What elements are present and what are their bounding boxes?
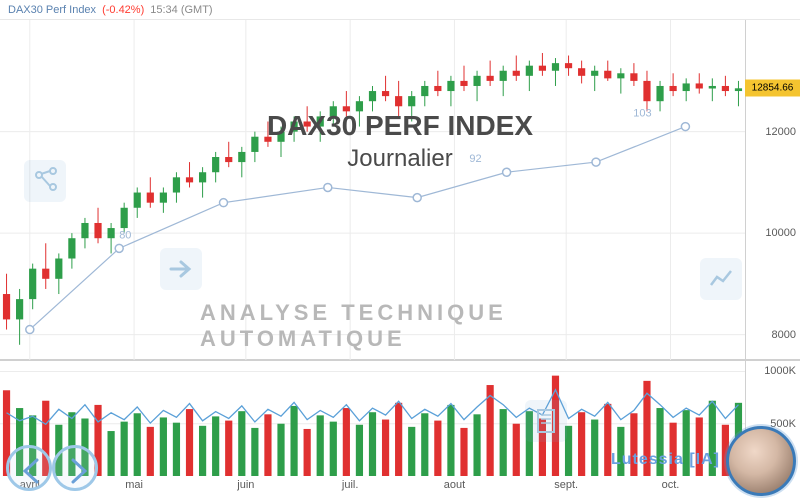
price-chart-panel[interactable]: 8092103 8000100001200012854.66 DAX30 PER… [0, 20, 800, 360]
xlabel: oct. [662, 479, 680, 491]
volume-chart-panel[interactable]: 500K1000K Lutessia [IA] [0, 360, 800, 475]
xlabel: sept. [554, 479, 578, 491]
ytick: 10000 [765, 227, 796, 239]
ytick: 8000 [772, 329, 796, 341]
share-icon [24, 160, 66, 202]
vol-ytick: 1000K [764, 365, 796, 377]
current-price-tag: 12854.66 [745, 80, 800, 97]
xlabel: aout [444, 479, 465, 491]
nav-next-icon[interactable] [52, 445, 98, 491]
chart-icon [700, 258, 742, 300]
document-icon [525, 400, 567, 442]
svg-text:92: 92 [469, 153, 481, 165]
xlabel: juil. [342, 479, 359, 491]
xlabel: juin [237, 479, 254, 491]
avatar[interactable] [726, 426, 796, 496]
price-candles-svg: 80 92 103 [0, 20, 745, 360]
brand-label: Lutessia [IA] [611, 451, 720, 469]
x-axis: avrilmaijuinjuil.aoutsept.oct. [0, 475, 800, 500]
arrow-right-icon [160, 248, 202, 290]
price-yaxis: 8000 10000 12000 12854.66 [745, 20, 800, 359]
symbol-label: DAX30 Perf Index [8, 4, 96, 16]
svg-text:80: 80 [119, 229, 131, 241]
svg-text:103: 103 [633, 108, 651, 120]
ytick: 12000 [765, 126, 796, 138]
xlabel: mai [125, 479, 143, 491]
timestamp: 15:34 (GMT) [150, 4, 212, 16]
nav-prev-icon[interactable] [6, 445, 52, 491]
chart-header: DAX30 Perf Index (-0.42%) 15:34 (GMT) [0, 0, 800, 20]
change-pct: (-0.42%) [102, 4, 144, 16]
